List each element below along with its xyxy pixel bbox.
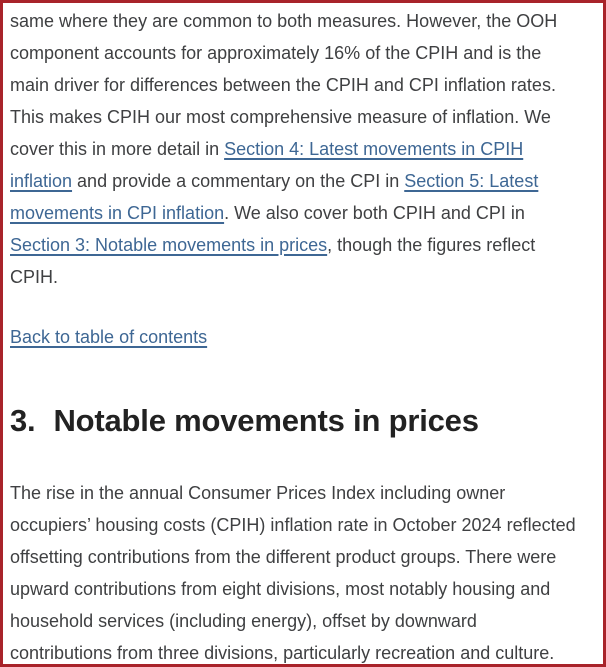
cpih-paragraph-text-4: , though the figures reflect CPIH. (10, 235, 536, 287)
section-3-link[interactable]: Section 3: Notable movements in prices (10, 235, 328, 255)
section-heading: 3. Notable movements in prices (10, 401, 597, 441)
article-content: same where they are common to both measu… (3, 3, 603, 664)
cpih-paragraph-text-1: same where they are common to both measu… (10, 11, 558, 159)
notable-movements-paragraph: The rise in the annual Consumer Prices I… (10, 483, 576, 663)
back-link-container: Back to table of contents (10, 321, 597, 353)
cpih-paragraph-text-2: and provide a commentary on the CPI in (72, 171, 405, 191)
section-4-link[interactable]: Section 4: Latest movements in CPIH infl… (10, 139, 524, 191)
section-heading-number: 3. (10, 403, 36, 438)
back-to-table-of-contents-link[interactable]: Back to table of contents (10, 327, 208, 347)
cpih-paragraph-text-3: . We also cover both CPIH and CPI in (224, 203, 525, 223)
cpih-comparison-paragraph: same where they are common to both measu… (10, 5, 597, 293)
section-5-link[interactable]: Section 5: Latest movements in CPI infla… (10, 171, 539, 223)
section-heading-title: Notable movements in prices (53, 403, 479, 438)
